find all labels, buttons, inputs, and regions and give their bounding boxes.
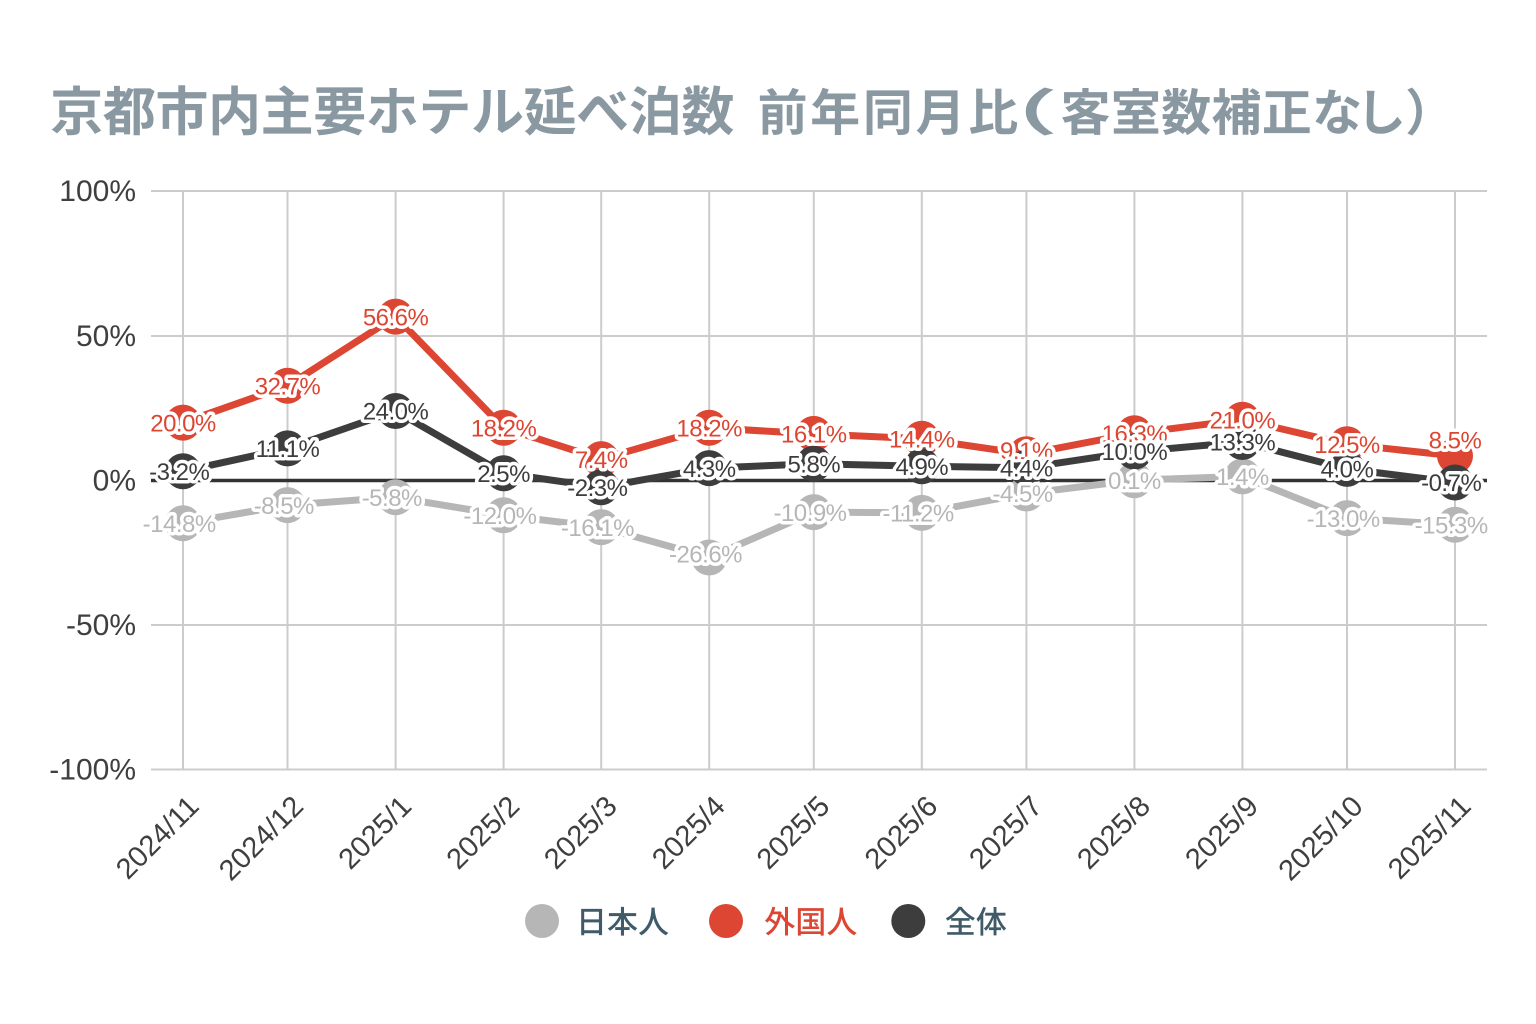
- svg-text:-10.9%: -10.9%: [773, 500, 846, 527]
- svg-text:-2.3%: -2.3%: [567, 475, 627, 502]
- svg-text:14.4%: 14.4%: [889, 427, 955, 454]
- svg-text:-11.2%: -11.2%: [882, 501, 953, 528]
- svg-text:100%: 100%: [59, 175, 136, 208]
- svg-text:-3.2%: -3.2%: [149, 459, 209, 486]
- svg-text:13.3%: 13.3%: [1210, 430, 1276, 457]
- svg-text:0%: 0%: [93, 465, 136, 498]
- svg-text:24.0%: 24.0%: [363, 399, 429, 426]
- svg-text:12.5%: 12.5%: [1314, 432, 1380, 459]
- svg-text:50%: 50%: [76, 320, 136, 353]
- svg-text:2.5%: 2.5%: [477, 461, 530, 488]
- svg-text:20.0%: 20.0%: [150, 410, 216, 437]
- svg-text:-12.0%: -12.0%: [463, 503, 536, 530]
- svg-text:7.4%: 7.4%: [575, 447, 628, 474]
- svg-text:4.3%: 4.3%: [683, 456, 736, 483]
- svg-text:5.8%: 5.8%: [787, 451, 840, 478]
- svg-text:9.1%: 9.1%: [1000, 438, 1053, 465]
- svg-text:18.2%: 18.2%: [676, 416, 742, 443]
- svg-text:16.3%: 16.3%: [1102, 421, 1168, 448]
- svg-text:56.6%: 56.6%: [363, 304, 429, 331]
- svg-text:10.0%: 10.0%: [1102, 439, 1168, 466]
- svg-text:-15.3%: -15.3%: [1415, 513, 1488, 540]
- svg-text:-8.5%: -8.5%: [254, 493, 314, 520]
- svg-text:18.2%: 18.2%: [471, 416, 537, 443]
- svg-text:16.1%: 16.1%: [781, 422, 847, 449]
- svg-text:-13.0%: -13.0%: [1307, 506, 1380, 533]
- svg-text:8.5%: 8.5%: [1429, 428, 1482, 455]
- svg-text:-50%: -50%: [66, 609, 136, 642]
- svg-text:-0.7%: -0.7%: [1421, 470, 1481, 497]
- svg-text:1.4%: 1.4%: [1216, 464, 1269, 491]
- svg-text:4.9%: 4.9%: [895, 454, 948, 481]
- svg-text:-26.6%: -26.6%: [669, 542, 742, 569]
- svg-text:0.1%: 0.1%: [1108, 468, 1161, 495]
- svg-text:-4.5%: -4.5%: [992, 481, 1052, 508]
- svg-text:32.7%: 32.7%: [255, 374, 321, 401]
- svg-text:-100%: -100%: [49, 754, 136, 787]
- svg-text:-16.1%: -16.1%: [561, 515, 634, 542]
- svg-text:-14.8%: -14.8%: [143, 511, 216, 538]
- svg-text:4.4%: 4.4%: [1000, 456, 1053, 483]
- svg-text:11.1%: 11.1%: [256, 436, 320, 463]
- svg-text:4.0%: 4.0%: [1321, 457, 1374, 484]
- svg-text:-5.8%: -5.8%: [362, 485, 422, 512]
- svg-text:21.0%: 21.0%: [1210, 407, 1276, 434]
